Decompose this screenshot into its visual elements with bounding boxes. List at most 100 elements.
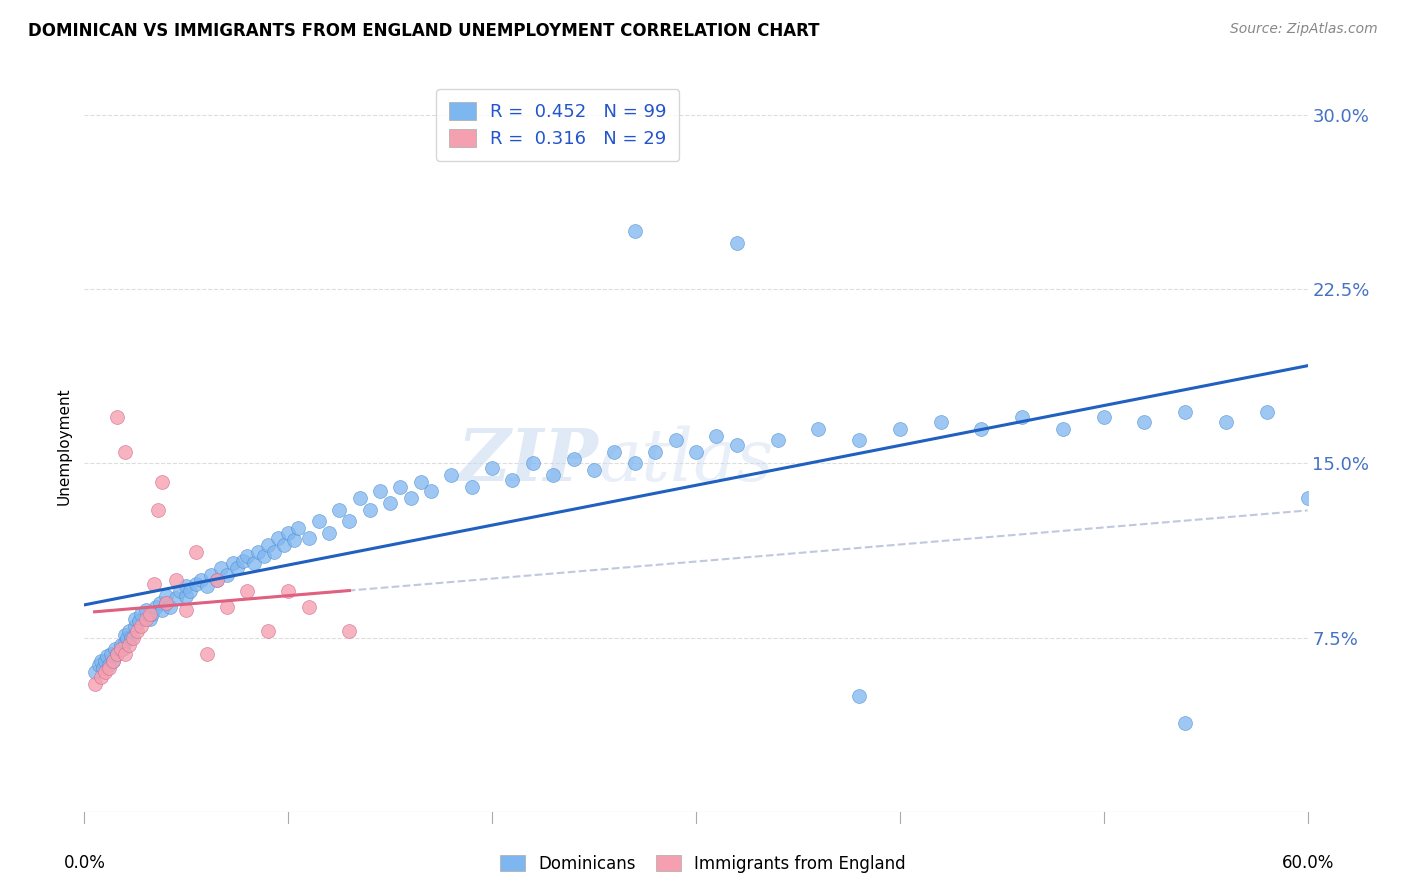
Point bbox=[186, 577, 208, 591]
Point bbox=[725, 235, 748, 250]
Point bbox=[222, 556, 245, 570]
Point bbox=[155, 596, 177, 610]
Point bbox=[124, 612, 146, 626]
Point bbox=[105, 647, 128, 661]
Point bbox=[190, 573, 212, 587]
Point bbox=[104, 642, 127, 657]
Point bbox=[1215, 415, 1237, 429]
Point bbox=[318, 526, 340, 541]
Point bbox=[186, 544, 208, 558]
Point bbox=[328, 503, 350, 517]
Point bbox=[848, 689, 870, 703]
Point bbox=[114, 445, 136, 459]
Point bbox=[889, 421, 911, 435]
Point bbox=[253, 549, 276, 564]
Point bbox=[461, 480, 484, 494]
Point bbox=[562, 451, 585, 466]
Point bbox=[766, 433, 789, 447]
Point bbox=[543, 468, 565, 483]
Text: atlas: atlas bbox=[598, 425, 773, 496]
Point bbox=[368, 484, 391, 499]
Point bbox=[349, 491, 371, 506]
Point bbox=[246, 544, 269, 558]
Text: Source: ZipAtlas.com: Source: ZipAtlas.com bbox=[1230, 22, 1378, 37]
Point bbox=[685, 445, 707, 459]
Point bbox=[277, 584, 299, 599]
Point bbox=[298, 600, 321, 615]
Point bbox=[122, 631, 145, 645]
Point bbox=[145, 600, 167, 615]
Point bbox=[93, 665, 115, 680]
Text: 0.0%: 0.0% bbox=[63, 854, 105, 871]
Point bbox=[1133, 415, 1156, 429]
Point bbox=[131, 607, 153, 622]
Point bbox=[308, 515, 330, 529]
Point bbox=[93, 654, 115, 668]
Point bbox=[1092, 409, 1115, 424]
Point bbox=[149, 596, 172, 610]
Point bbox=[205, 573, 228, 587]
Point bbox=[273, 538, 295, 552]
Point bbox=[105, 409, 128, 424]
Point bbox=[142, 577, 165, 591]
Point bbox=[118, 624, 141, 638]
Point bbox=[174, 589, 197, 603]
Legend: Dominicans, Immigrants from England: Dominicans, Immigrants from England bbox=[494, 848, 912, 880]
Point bbox=[90, 654, 112, 668]
Point bbox=[236, 584, 259, 599]
Text: 60.0%: 60.0% bbox=[1281, 854, 1334, 871]
Point bbox=[138, 607, 160, 622]
Point bbox=[120, 631, 142, 645]
Point bbox=[115, 631, 138, 645]
Point bbox=[440, 468, 463, 483]
Point bbox=[1052, 421, 1074, 435]
Point bbox=[389, 480, 412, 494]
Point bbox=[205, 573, 228, 587]
Point bbox=[848, 433, 870, 447]
Point bbox=[217, 600, 239, 615]
Point bbox=[359, 503, 381, 517]
Point bbox=[159, 600, 181, 615]
Point bbox=[807, 421, 830, 435]
Point bbox=[420, 484, 443, 499]
Point bbox=[97, 661, 120, 675]
Point bbox=[1011, 409, 1033, 424]
Point bbox=[91, 661, 114, 675]
Point bbox=[706, 428, 728, 442]
Point bbox=[127, 624, 149, 638]
Point bbox=[929, 415, 952, 429]
Point bbox=[135, 603, 157, 617]
Point bbox=[195, 647, 218, 661]
Point bbox=[141, 607, 163, 622]
Point bbox=[624, 457, 647, 471]
Point bbox=[114, 635, 136, 649]
Point bbox=[603, 445, 626, 459]
Point bbox=[165, 573, 187, 587]
Point bbox=[101, 654, 124, 668]
Point bbox=[1296, 491, 1319, 506]
Point bbox=[114, 628, 136, 642]
Point bbox=[970, 421, 993, 435]
Point bbox=[209, 561, 232, 575]
Point bbox=[1174, 716, 1197, 731]
Point bbox=[135, 612, 157, 626]
Point bbox=[1256, 405, 1278, 419]
Point bbox=[217, 567, 239, 582]
Point bbox=[96, 649, 118, 664]
Point bbox=[380, 496, 402, 510]
Point bbox=[283, 533, 305, 547]
Point bbox=[174, 579, 197, 593]
Point bbox=[124, 619, 146, 633]
Point bbox=[232, 554, 254, 568]
Point bbox=[87, 658, 110, 673]
Point bbox=[155, 589, 177, 603]
Point bbox=[100, 647, 122, 661]
Point bbox=[83, 665, 105, 680]
Point bbox=[118, 638, 141, 652]
Point bbox=[101, 654, 124, 668]
Point bbox=[236, 549, 259, 564]
Point bbox=[257, 624, 280, 638]
Point bbox=[97, 658, 120, 673]
Point bbox=[522, 457, 544, 471]
Point bbox=[112, 642, 135, 657]
